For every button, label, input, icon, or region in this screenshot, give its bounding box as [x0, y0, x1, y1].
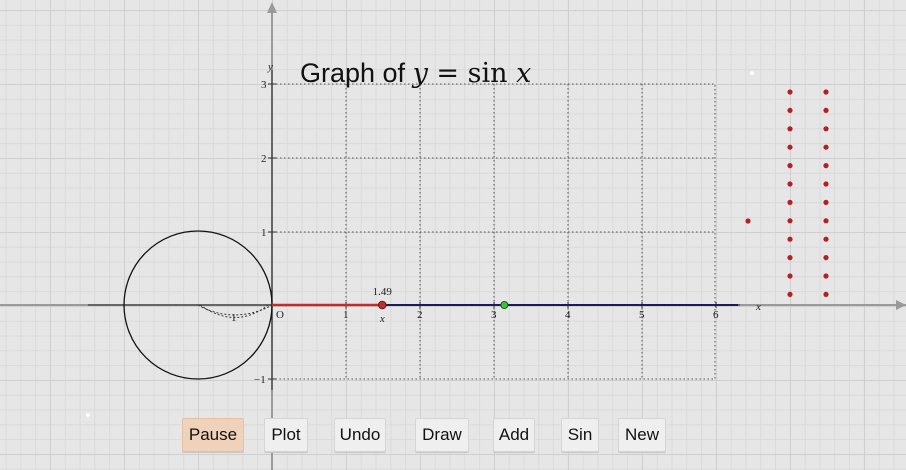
title-prefix: Graph of — [300, 58, 413, 88]
side-dot — [823, 255, 829, 261]
side-dot — [787, 273, 793, 279]
origin-label: O — [276, 309, 284, 321]
new-button[interactable]: New — [618, 418, 666, 452]
side-dot — [823, 181, 829, 187]
radius-brace — [199, 304, 269, 318]
slider-variable-label: x — [379, 313, 385, 325]
x-tick-label: 3 — [491, 309, 497, 321]
slider-value-label: 1.49 — [373, 286, 393, 298]
slider-handle[interactable] — [377, 300, 387, 310]
side-dot — [823, 218, 829, 224]
y-tick-label: 2 — [261, 153, 267, 165]
speck — [750, 71, 754, 75]
side-dot — [823, 107, 829, 113]
y-tick-label: 1 — [261, 227, 267, 239]
x-axis-label: x — [755, 301, 761, 313]
side-dot — [787, 181, 793, 187]
x-tick-label: 5 — [639, 309, 645, 321]
sin-button[interactable]: Sin — [561, 418, 599, 452]
side-dot — [787, 236, 793, 242]
side-dot — [787, 107, 793, 113]
title-lhs: y — [412, 58, 428, 89]
title-equals: = sin — [427, 58, 517, 89]
side-dot — [823, 144, 829, 150]
side-dot — [823, 273, 829, 279]
x-tick-label: 2 — [417, 309, 423, 321]
radius-label: 1 — [231, 312, 237, 324]
side-dot — [823, 199, 829, 205]
y-axis-arrow-icon — [267, 2, 277, 13]
side-dot — [787, 163, 793, 169]
side-dot — [823, 163, 829, 169]
x-slider[interactable]: 1.49 x — [272, 286, 738, 325]
side-dot — [787, 218, 793, 224]
title-rhs: x — [516, 58, 532, 89]
plot-button[interactable]: Plot — [264, 418, 308, 452]
side-dot — [787, 199, 793, 205]
side-dots — [745, 89, 829, 297]
green-point[interactable] — [500, 301, 509, 309]
speck — [86, 413, 90, 417]
side-dot — [787, 291, 793, 297]
side-dot — [823, 236, 829, 242]
unit-circle-radius-arc — [197, 304, 273, 316]
side-dot — [787, 89, 793, 95]
x-axis-arrow-icon — [896, 300, 906, 310]
side-dot — [787, 126, 793, 132]
x-tick-label: 4 — [565, 309, 571, 321]
side-dot — [823, 89, 829, 95]
side-dot — [787, 255, 793, 261]
side-dot — [823, 126, 829, 132]
side-dot — [787, 144, 793, 150]
title-equation: y = sin x — [413, 58, 532, 89]
add-button[interactable]: Add — [493, 418, 535, 452]
y-axis-label: y — [267, 61, 273, 73]
side-dot — [823, 291, 829, 297]
x-tick-label: 1 — [343, 309, 349, 321]
undo-button[interactable]: Undo — [334, 418, 386, 452]
plot-grid — [271, 83, 716, 380]
pause-button[interactable]: Pause — [182, 418, 244, 452]
y-tick-label: 3 — [261, 79, 267, 91]
y-tick-label: −1 — [254, 374, 266, 386]
x-tick-label: 6 — [713, 309, 719, 321]
draw-button[interactable]: Draw — [415, 418, 469, 452]
page-title: Graph of y = sin x — [300, 58, 531, 89]
side-dot — [745, 218, 751, 224]
